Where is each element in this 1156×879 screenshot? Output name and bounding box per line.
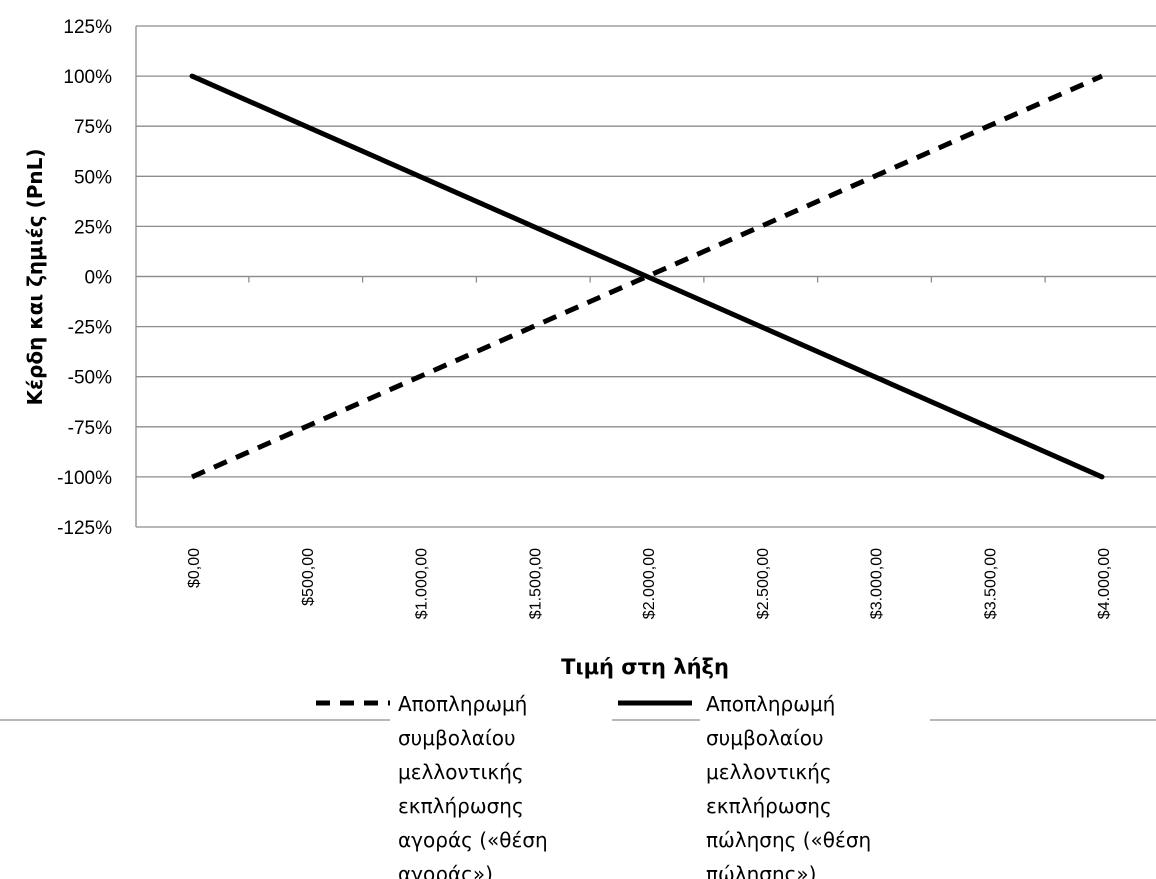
x-tick-label: $3.500,00 (982, 548, 999, 619)
legend-label-line: συμβολαίου (398, 726, 516, 750)
series-lines (189, 73, 1105, 480)
legend-box-long (394, 692, 612, 879)
y-tick-label: 50% (74, 167, 112, 188)
x-axis-tick-labels: $0,00 $500,00 $1.000,00 $1.500,00 $2.000,00 $… (186, 548, 1113, 619)
x-tick-label: $0,00 (186, 548, 203, 588)
series-line-short (189, 73, 1105, 480)
legend-label-line: εκπλήρωσης (706, 794, 832, 818)
y-tick-label: 100% (63, 67, 112, 88)
legend-label-line: μελλοντικής (398, 760, 524, 784)
y-axis-title: Κέρδη και ζημιές (PnL) (23, 148, 47, 405)
legend-label-long: Αποπληρωμή συμβολαίου μελλοντικής εκπλήρωση… (398, 692, 548, 879)
x-axis-title: Τιμή στη λήξη (561, 655, 729, 679)
legend-label-line: πώλησης») (706, 862, 816, 879)
y-tick-label: -50% (68, 368, 112, 389)
legend-box-short (700, 692, 930, 879)
x-tick-label: $2.500,00 (755, 548, 772, 619)
y-tick-label: -125% (57, 518, 112, 539)
series-line-long (190, 73, 1104, 480)
y-axis-tick-labels: 125% 100% 75% 50% 25% 0% -25% -50% -75% -100% -125… (57, 17, 112, 539)
legend-label-line: αγοράς») (398, 862, 493, 879)
legend-label-line: Αποπληρωμή (398, 692, 527, 716)
x-tick-label: $1.000,00 (414, 548, 431, 619)
x-tick-label: $2.000,00 (641, 548, 658, 619)
legend-label-line: συμβολαίου (706, 726, 824, 750)
y-tick-label: -100% (57, 468, 112, 489)
y-tick-label: -25% (68, 318, 112, 339)
legend: Αποπληρωμή συμβολαίου μελλοντικής εκπλήρωση… (0, 692, 1156, 879)
x-tick-label: $3.000,00 (869, 548, 886, 619)
legend-label-line: Αποπληρωμή (706, 692, 835, 716)
legend-label-short: Αποπληρωμή συμβολαίου μελλοντικής εκπλήρωση… (706, 692, 871, 879)
x-tick-label: $1.500,00 (527, 548, 544, 619)
legend-label-line: μελλοντικής (706, 760, 832, 784)
legend-label-line: αγοράς («θέση (398, 828, 548, 852)
x-tick-label: $4.000,00 (1096, 548, 1113, 619)
y-tick-label: 0% (85, 268, 113, 289)
legend-label-line: εκπλήρωσης (398, 794, 524, 818)
y-tick-label: 75% (74, 117, 112, 138)
legend-label-line: πώλησης («θέση (706, 828, 871, 852)
x-tick-label: $500,00 (300, 548, 317, 606)
y-tick-label: 25% (74, 217, 112, 238)
y-tick-label: 125% (63, 17, 112, 38)
y-tick-label: -75% (68, 418, 112, 439)
